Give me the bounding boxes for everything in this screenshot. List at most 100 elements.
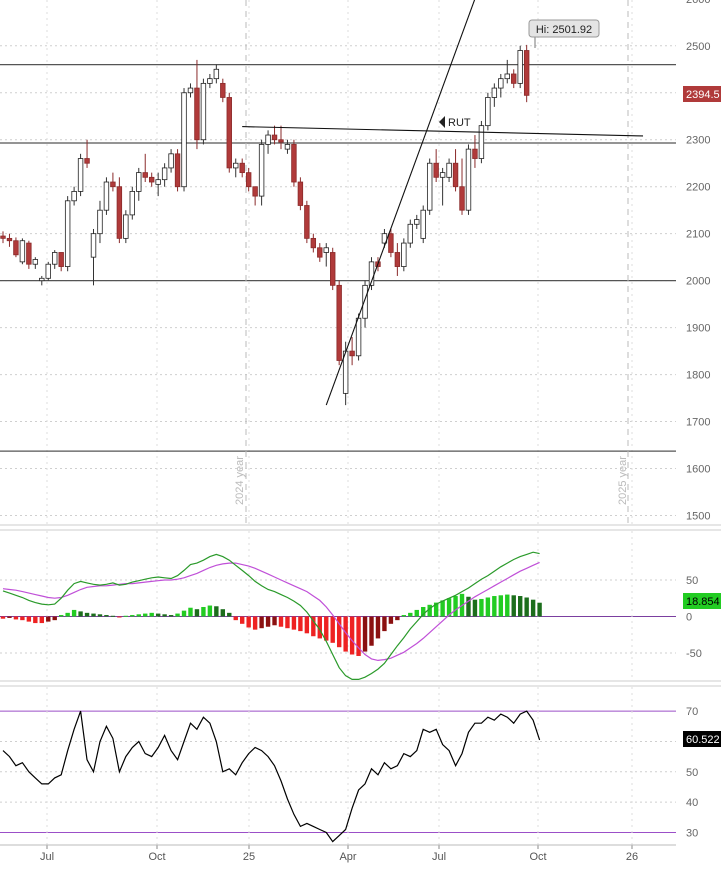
macd-histogram-bar — [97, 614, 103, 617]
candle-body — [13, 240, 19, 256]
price-y-tick-label: 2500 — [686, 41, 710, 53]
candle-body — [6, 237, 13, 242]
macd-histogram-bar — [52, 616, 57, 621]
candle-up — [498, 73, 504, 98]
candle-up — [284, 139, 291, 154]
candle-down — [459, 158, 465, 215]
candle-down — [6, 233, 13, 247]
trendline — [242, 126, 644, 137]
macd-histogram-bar — [472, 599, 478, 617]
macd-histogram-bar — [207, 605, 213, 617]
macd-histogram-bar — [58, 615, 64, 617]
candle-down — [472, 135, 478, 168]
candle-down — [452, 149, 459, 192]
macd-histogram-bar — [7, 616, 12, 618]
macd-histogram-bar — [188, 607, 193, 617]
candle-body — [207, 78, 213, 84]
rsi-value-label: 60.522 — [686, 734, 720, 746]
macd-histogram-bar — [298, 616, 303, 632]
candle-body — [161, 167, 168, 181]
macd-histogram-bar — [446, 598, 452, 617]
candle-down — [110, 172, 116, 192]
candle-body — [116, 186, 123, 239]
macd-panel: -50 0 50 18.854 — [0, 531, 721, 681]
macd-histogram-bar — [91, 613, 96, 617]
macd-histogram-bar — [259, 616, 264, 629]
rut-label: RUT — [448, 117, 471, 129]
candle-body — [245, 172, 252, 188]
price-y-tick-label: 1500 — [686, 511, 710, 523]
candle-body — [187, 87, 194, 94]
candle-down — [297, 177, 304, 211]
candle-body — [291, 144, 297, 183]
macd-histogram-bar — [71, 609, 77, 617]
price-y-tick-label: 1900 — [686, 323, 710, 335]
last-price-box — [683, 86, 721, 102]
trendline — [325, 0, 476, 406]
candle-down — [194, 59, 200, 150]
macd-histogram-bar — [149, 612, 154, 617]
last-price-badge: 2394.5 — [683, 86, 721, 102]
candle-body — [439, 172, 446, 178]
macd-histogram-bar — [265, 616, 271, 627]
macd-histogram-bar — [26, 616, 32, 622]
candle-down — [252, 186, 258, 206]
candle-up — [71, 186, 77, 206]
candle-up — [485, 92, 491, 131]
candle-up — [52, 250, 58, 269]
candle-down — [271, 125, 278, 145]
candle-body — [90, 233, 97, 258]
candle-body — [498, 78, 504, 89]
macd-histogram-bar — [336, 616, 342, 648]
candle-body — [304, 205, 310, 239]
macd-histogram-bar — [317, 616, 322, 639]
macd-y-tick-label: 0 — [686, 612, 692, 624]
macd-histogram-bar — [155, 613, 161, 617]
macd-histogram-bar — [356, 616, 361, 656]
macd-histogram-bar — [291, 616, 297, 630]
candle-body — [77, 158, 84, 192]
macd-histogram-bar — [524, 597, 529, 617]
macd-histogram-bar — [466, 596, 471, 617]
macd-histogram-bar — [84, 612, 90, 617]
x-tick-label: Oct — [529, 851, 546, 863]
candle-up — [77, 153, 84, 197]
price-gridlines — [0, 0, 676, 525]
rut-annotation: RUT — [439, 116, 471, 129]
candle-up — [233, 158, 239, 178]
candle-body — [64, 200, 71, 267]
candle-body — [504, 73, 510, 80]
candle-down — [13, 237, 19, 258]
price-y-axis: 1500160017001800190020002100220023002400… — [686, 0, 710, 523]
macd-histogram-bar — [46, 616, 51, 622]
macd-histogram-bar — [240, 616, 245, 624]
candle-down — [310, 233, 317, 253]
candle-body — [220, 82, 226, 98]
candle-up — [103, 177, 110, 215]
price-y-tick-label: 1700 — [686, 417, 710, 429]
candle-body — [401, 242, 407, 267]
candle-body — [168, 153, 174, 169]
candle-up — [200, 78, 207, 145]
candle-body — [181, 92, 187, 188]
rsi-y-tick-label: 70 — [686, 706, 698, 718]
price-y-tick-label: 2100 — [686, 229, 710, 241]
macd-histogram-bar — [505, 594, 510, 617]
candle-body — [459, 186, 465, 211]
rut-arrow-icon — [439, 116, 445, 128]
candle-body — [32, 259, 39, 265]
candle-up — [64, 196, 71, 272]
macd-histogram-bar — [13, 616, 19, 620]
x-tick-label: Jul — [40, 851, 54, 863]
candle-up — [19, 238, 26, 265]
candle-down — [336, 280, 342, 366]
candle-up — [213, 64, 220, 84]
candle-up — [401, 238, 407, 272]
macd-histogram-bar — [395, 616, 400, 621]
rsi-panel: 3040506070 60.522 — [0, 687, 721, 845]
year-label-2024: 2024 year — [234, 456, 246, 505]
price-panel: 2024 year 2025 year 1500 1600 1700 1800 1900… — [0, 0, 721, 525]
candle-body — [271, 134, 278, 141]
year-separators — [245, 0, 629, 525]
price-y-tick-label: 1800 — [686, 370, 710, 382]
